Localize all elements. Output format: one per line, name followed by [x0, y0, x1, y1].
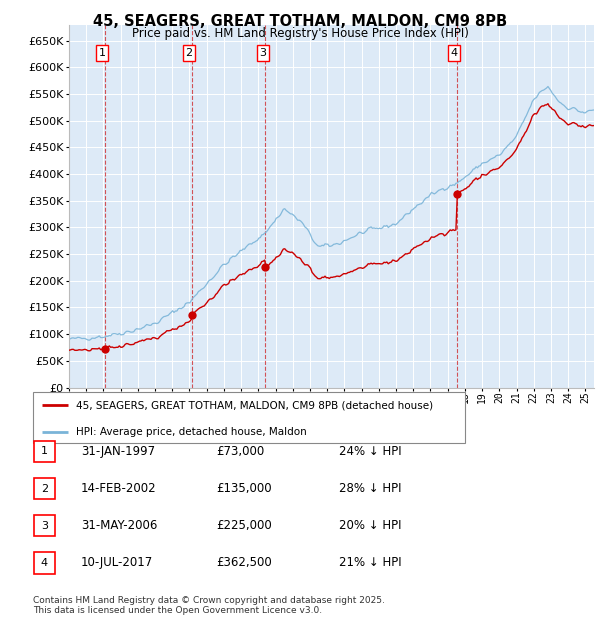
Text: 20% ↓ HPI: 20% ↓ HPI [339, 520, 401, 532]
Text: Contains HM Land Registry data © Crown copyright and database right 2025.
This d: Contains HM Land Registry data © Crown c… [33, 596, 385, 615]
Text: 3: 3 [41, 521, 48, 531]
Text: 14-FEB-2002: 14-FEB-2002 [81, 482, 157, 495]
FancyBboxPatch shape [34, 441, 55, 462]
Text: £362,500: £362,500 [216, 557, 272, 569]
Text: 4: 4 [451, 48, 458, 58]
Text: £225,000: £225,000 [216, 520, 272, 532]
Text: 4: 4 [41, 558, 48, 568]
Text: 3: 3 [259, 48, 266, 58]
FancyBboxPatch shape [34, 478, 55, 499]
Text: £73,000: £73,000 [216, 445, 264, 458]
Text: 24% ↓ HPI: 24% ↓ HPI [339, 445, 401, 458]
Text: 2: 2 [185, 48, 193, 58]
Text: 45, SEAGERS, GREAT TOTHAM, MALDON, CM9 8PB (detached house): 45, SEAGERS, GREAT TOTHAM, MALDON, CM9 8… [76, 400, 433, 410]
Text: 21% ↓ HPI: 21% ↓ HPI [339, 557, 401, 569]
Text: 2: 2 [41, 484, 48, 494]
Text: 31-JAN-1997: 31-JAN-1997 [81, 445, 155, 458]
Text: 10-JUL-2017: 10-JUL-2017 [81, 557, 153, 569]
FancyBboxPatch shape [34, 552, 55, 574]
Text: HPI: Average price, detached house, Maldon: HPI: Average price, detached house, Mald… [76, 427, 307, 437]
FancyBboxPatch shape [34, 515, 55, 536]
Text: Price paid vs. HM Land Registry's House Price Index (HPI): Price paid vs. HM Land Registry's House … [131, 27, 469, 40]
Text: 45, SEAGERS, GREAT TOTHAM, MALDON, CM9 8PB: 45, SEAGERS, GREAT TOTHAM, MALDON, CM9 8… [93, 14, 507, 29]
Text: 28% ↓ HPI: 28% ↓ HPI [339, 482, 401, 495]
Text: £135,000: £135,000 [216, 482, 272, 495]
Text: 1: 1 [99, 48, 106, 58]
Text: 1: 1 [41, 446, 48, 456]
FancyBboxPatch shape [33, 392, 465, 443]
Text: 31-MAY-2006: 31-MAY-2006 [81, 520, 157, 532]
